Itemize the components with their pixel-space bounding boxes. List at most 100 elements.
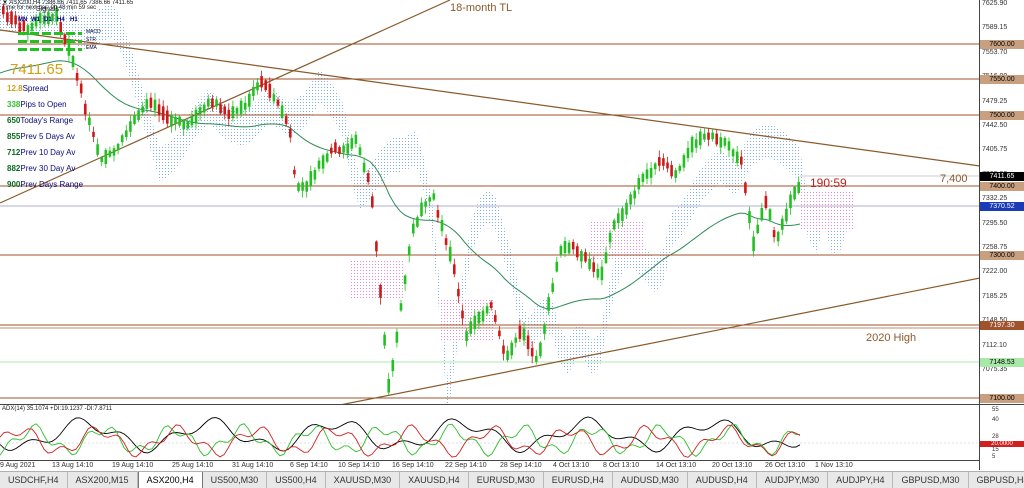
candle-body — [449, 247, 452, 261]
symbol-tab[interactable]: EURUSD,H4 — [544, 472, 613, 488]
price-tick-label: 7185.25 — [982, 293, 1007, 300]
indicator-label-str: STR — [86, 37, 96, 43]
price-tick-label: 7479.25 — [982, 98, 1007, 105]
candle-body — [371, 196, 374, 207]
candle-body — [211, 98, 214, 107]
info-value: 712 — [7, 148, 20, 157]
price-box: 7411.65 — [980, 172, 1024, 181]
candle-body — [597, 269, 600, 278]
candle-body — [121, 135, 124, 142]
info-row: 712Prev 10 Day Av — [7, 148, 75, 157]
symbol-tab[interactable]: US500,H4 — [267, 472, 326, 488]
candle-body — [490, 302, 493, 308]
candle-body — [695, 139, 698, 147]
candle-body — [305, 181, 308, 191]
symbol-tab[interactable]: GBPUSD,M30 — [893, 472, 968, 488]
candle-body — [576, 246, 579, 257]
ichimoku-cloud-bearish — [590, 220, 645, 260]
symbol-tab[interactable]: ASX200,M15 — [68, 472, 138, 488]
candle-body — [285, 116, 288, 124]
candle-body — [178, 117, 181, 126]
candle-body — [199, 107, 202, 114]
candle-body — [498, 331, 501, 337]
candle-body — [437, 210, 440, 218]
timeframe-w1: W1 — [31, 17, 40, 23]
timeframe-h1: H1 — [70, 17, 78, 23]
symbol-tab[interactable]: GBPUSD,H4 — [969, 472, 1024, 488]
candle-body — [699, 132, 702, 146]
candle-body — [535, 356, 538, 362]
time-tick-label: 16 Sep 14:10 — [392, 462, 434, 469]
candle-body — [752, 237, 755, 251]
trendline-label: 18-month TL — [450, 2, 512, 14]
candle-body — [416, 217, 419, 227]
candle-body — [683, 155, 686, 167]
candle-body — [674, 170, 677, 178]
candle-body — [162, 106, 165, 120]
candle-body — [642, 174, 645, 182]
candle-body — [281, 105, 284, 118]
info-row: 338Pips to Open — [7, 100, 67, 109]
symbol-tab[interactable]: AUDJPY,H4 — [828, 472, 893, 488]
candle-body — [355, 135, 358, 144]
candle-body — [756, 225, 759, 233]
price-box: 7600.00 — [980, 40, 1024, 49]
symbol-tab[interactable]: XAUUSD,H4 — [400, 472, 469, 488]
price-box: 7550.00 — [980, 75, 1024, 84]
candle-body — [105, 150, 108, 164]
level-7400-label: 7,400 — [940, 173, 968, 185]
candle-body — [633, 191, 636, 199]
ichimoku-cloud-bearish — [350, 260, 405, 300]
candle-body — [92, 132, 95, 137]
symbol-tab[interactable]: US500,M30 — [203, 472, 268, 488]
symbol-tab[interactable]: AUDUSD,M30 — [613, 472, 688, 488]
candle-body — [141, 106, 144, 112]
symbol-tab[interactable]: AUDJPY,M30 — [757, 472, 828, 488]
candle-body — [670, 165, 673, 176]
candle-body — [703, 134, 706, 140]
symbol-tab[interactable]: XAUUSD,M30 — [326, 472, 401, 488]
candle-body — [174, 117, 177, 124]
symbol-tab[interactable]: EURUSD,M30 — [469, 472, 544, 488]
candle-body — [170, 115, 173, 127]
symbol-tab[interactable]: USDCHF,H4 — [0, 472, 68, 488]
candle-body — [793, 187, 796, 200]
price-box: 7100.00 — [980, 394, 1024, 403]
price-box: 7197.30 — [980, 321, 1024, 330]
info-label: Pips to Open — [20, 100, 66, 109]
price-tick-label: 7295.50 — [982, 220, 1007, 227]
candle-body — [154, 100, 157, 111]
candle-body — [556, 262, 559, 272]
candle-body — [404, 275, 407, 284]
symbol-tab[interactable]: ASX200,H4 — [138, 472, 203, 488]
price-chart[interactable] — [0, 0, 980, 405]
candle-body — [728, 141, 731, 150]
candle-body — [789, 195, 792, 209]
candle-body — [769, 209, 772, 220]
candle-body — [326, 153, 329, 161]
indicator-label-ema: EMA — [86, 45, 97, 51]
candle-body — [338, 147, 341, 154]
candle-body — [146, 99, 149, 109]
candle-body — [408, 246, 411, 255]
adx-indicator-chart[interactable] — [0, 405, 980, 460]
symbol-tab[interactable]: AUDUSD,H4 — [688, 472, 757, 488]
candle-body — [658, 157, 661, 166]
info-label: Spread — [23, 84, 49, 93]
price-box: 7300.00 — [980, 251, 1024, 260]
adx-tick-label: 55 — [992, 407, 999, 413]
candle-body — [293, 170, 296, 175]
candle-body — [203, 105, 206, 113]
candle-body — [547, 297, 550, 311]
price-axis[interactable]: 7625.907589.157553.707516.007479.257442.… — [979, 0, 1024, 470]
plus-di-line — [0, 424, 800, 457]
time-tick-label: 14 Oct 13:10 — [656, 462, 696, 469]
candle-body — [433, 193, 436, 199]
candle-body — [523, 329, 526, 341]
price-box: 7370.52 — [980, 202, 1024, 211]
candle-body — [654, 163, 657, 169]
candle-body — [613, 220, 616, 229]
candle-body — [367, 173, 370, 182]
time-axis-line — [0, 460, 980, 461]
